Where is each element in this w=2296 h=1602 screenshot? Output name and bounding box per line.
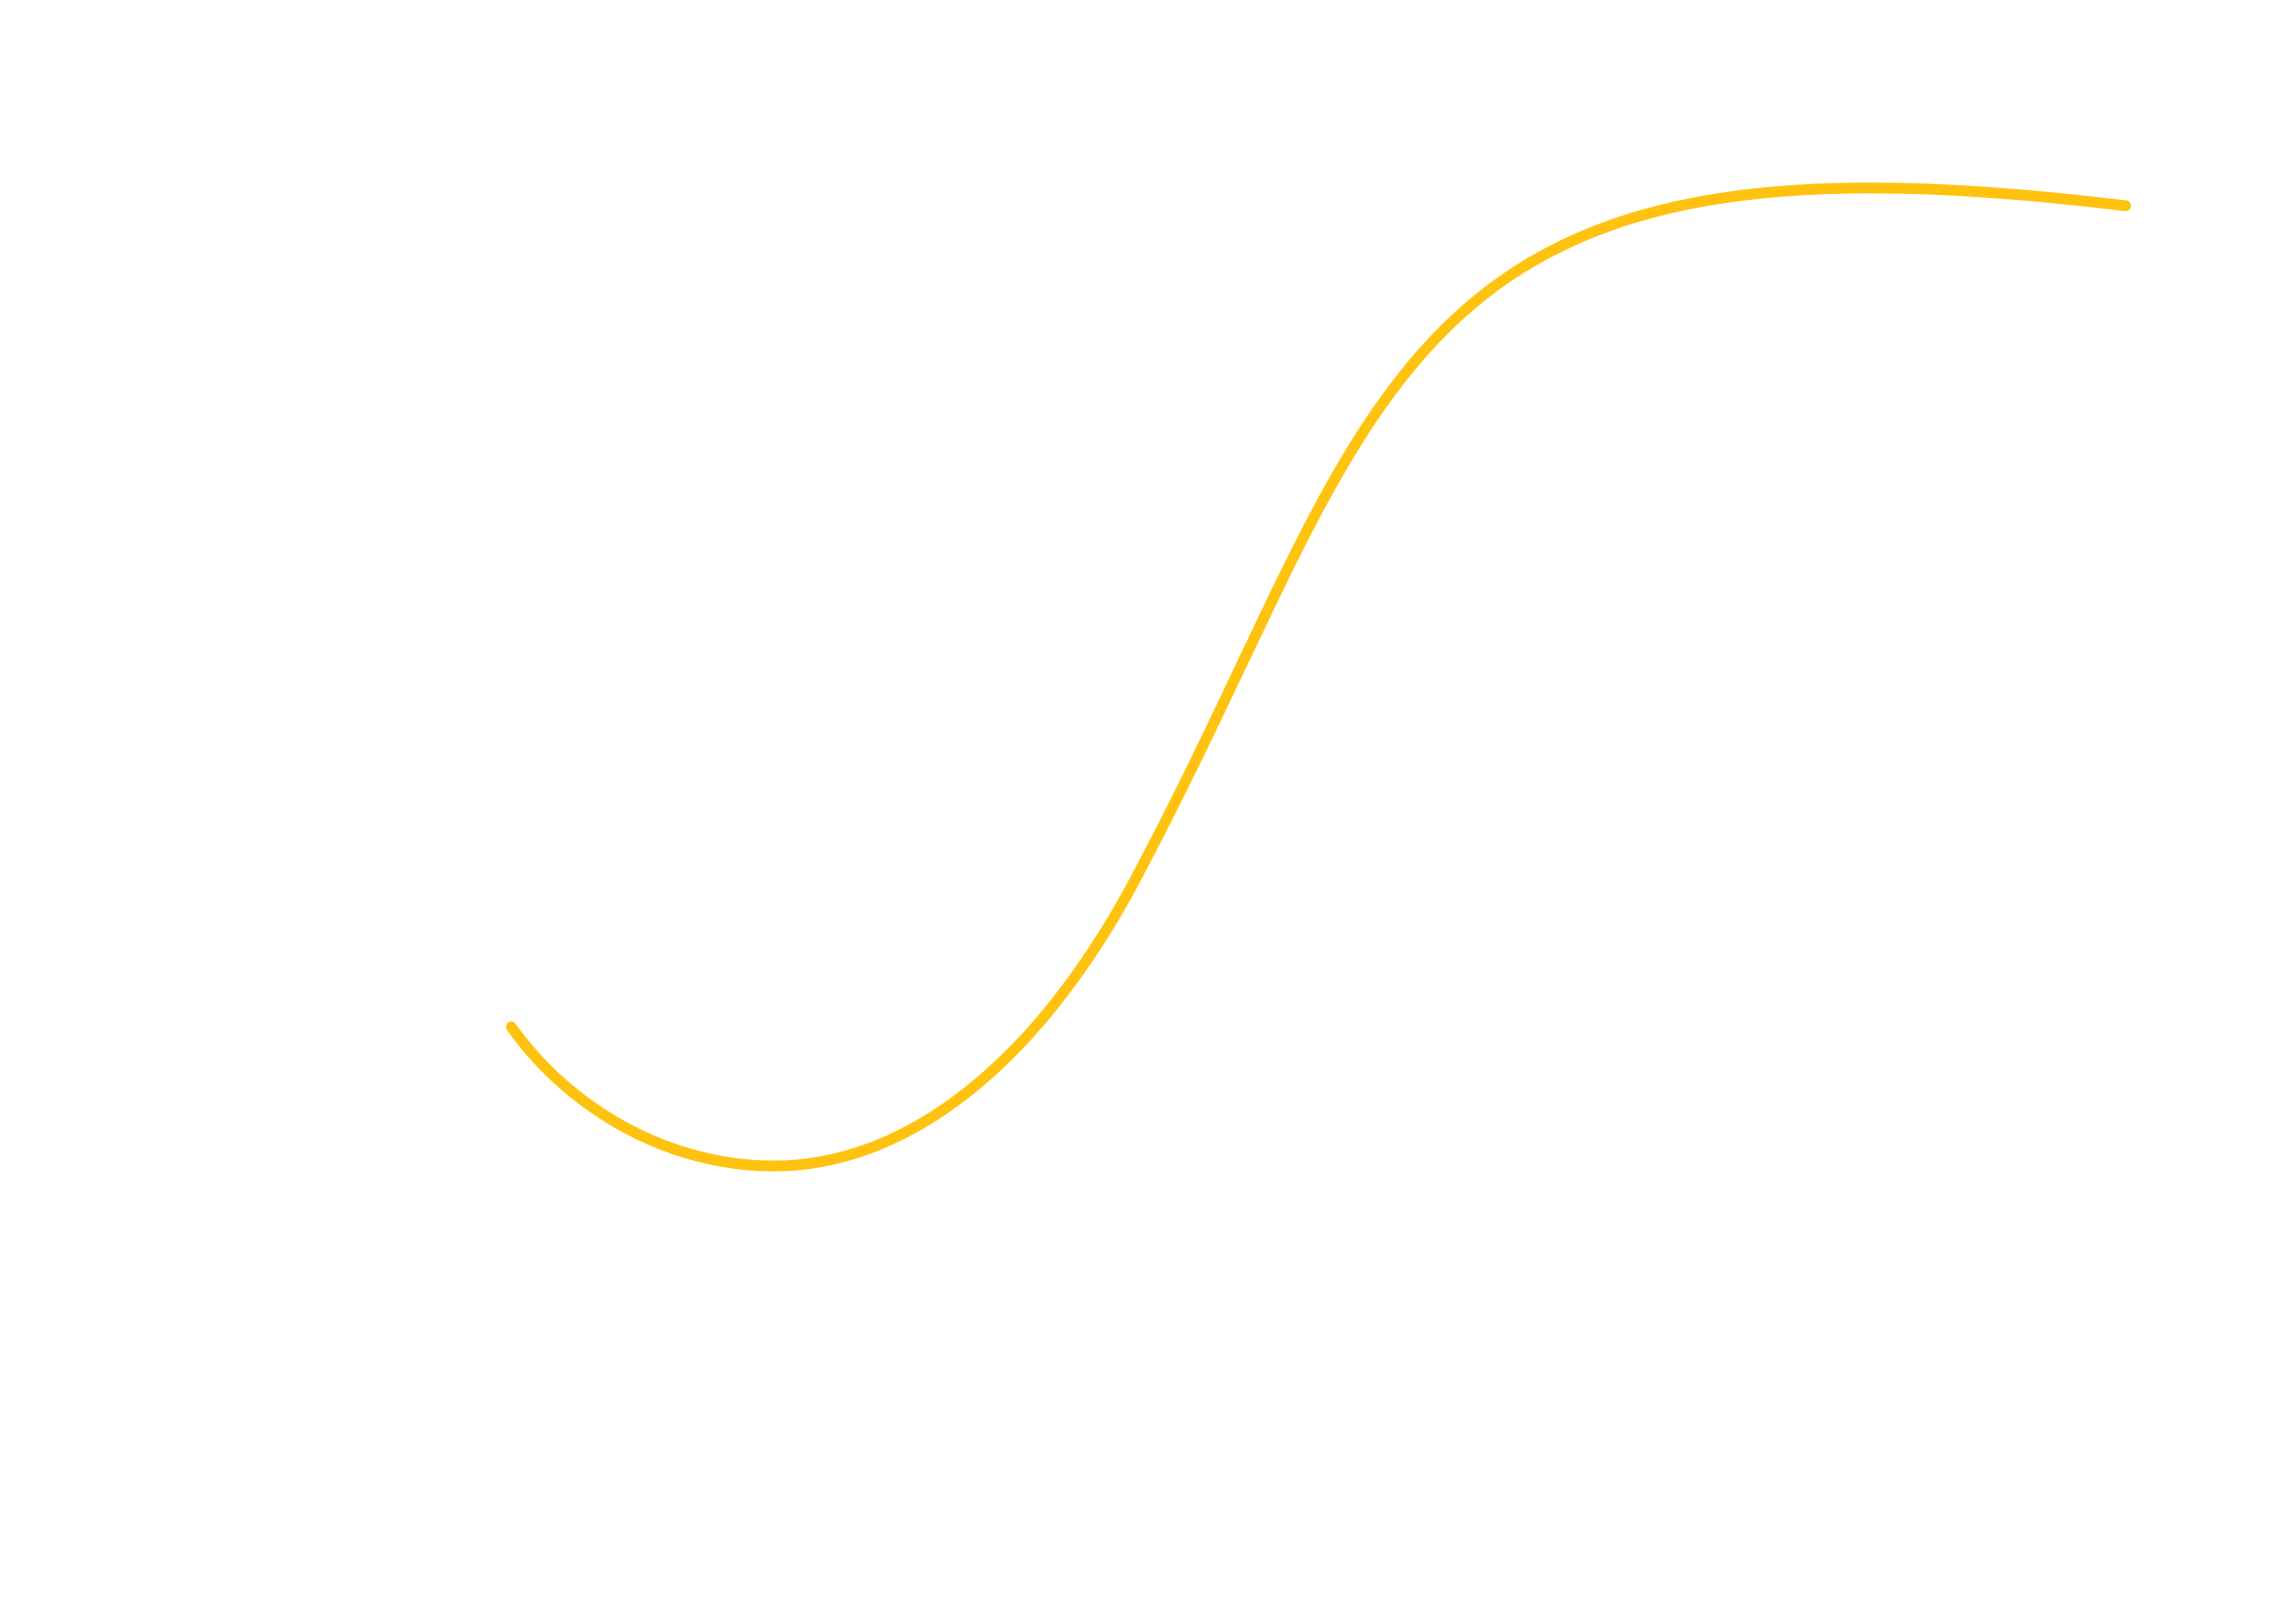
s-curve-stroke [505, 182, 2131, 1172]
